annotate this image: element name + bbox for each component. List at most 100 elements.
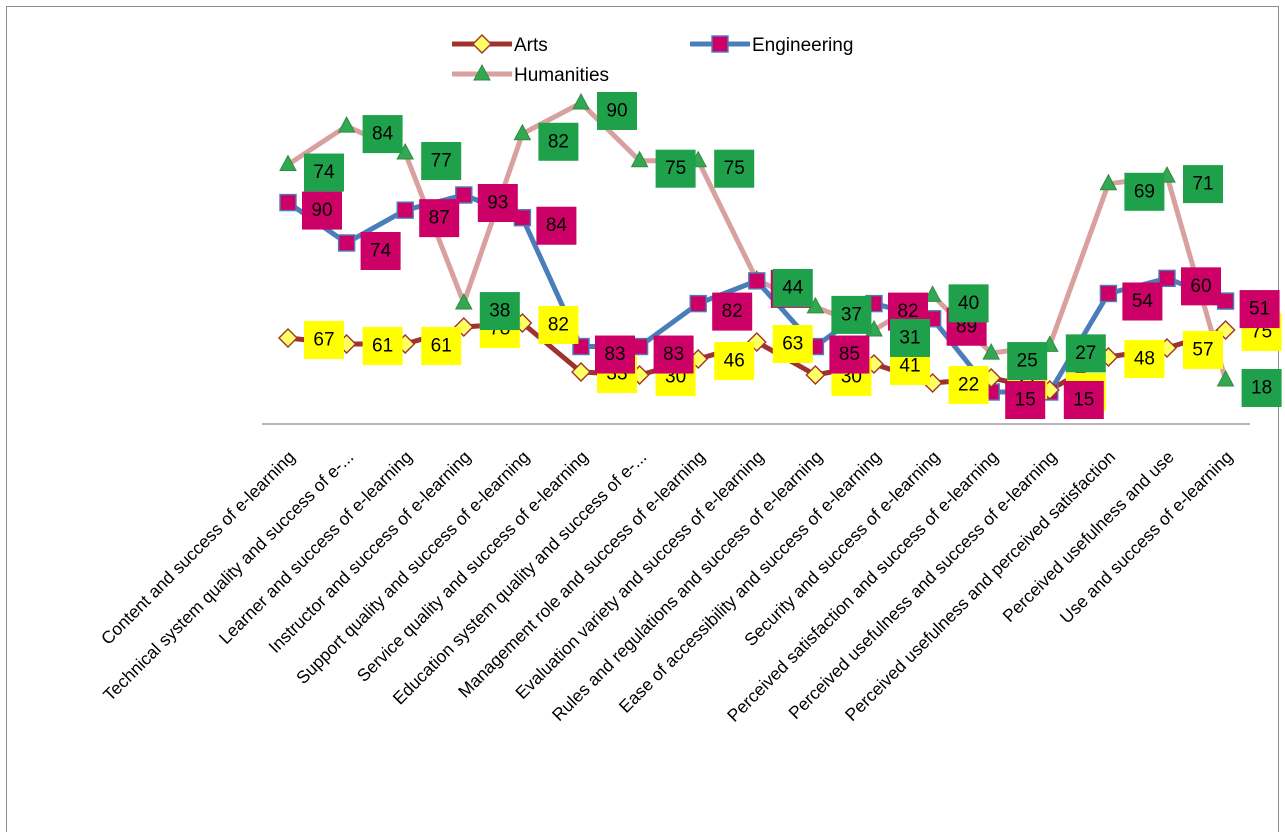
category-label-9: Rules and regulations and success of e-l… <box>548 447 826 725</box>
data-label-box-arts-14 <box>1124 340 1165 378</box>
data-label-box-arts-11 <box>948 366 989 404</box>
data-label-box-humanities-11 <box>948 284 989 323</box>
data-label-engineering-6: 83 <box>663 344 684 365</box>
data-label-box-engineering-4 <box>536 206 577 245</box>
data-label-box-humanities-9 <box>831 295 872 334</box>
data-label-engineering-0: 90 <box>311 200 332 221</box>
data-label-arts-8: 63 <box>782 334 803 355</box>
data-label-humanities-1: 84 <box>372 124 394 145</box>
data-label-box-engineering-2 <box>419 199 460 238</box>
data-label-box-humanities-0 <box>304 153 344 192</box>
data-label-box-humanities-2 <box>421 142 462 181</box>
data-label-humanities-0: 74 <box>313 162 335 183</box>
data-label-box-humanities-8 <box>772 268 813 307</box>
data-point-humanities-0 <box>279 154 297 172</box>
legend-label-humanities: Humanities <box>514 65 609 86</box>
data-label-engineering-5: 83 <box>604 344 625 365</box>
data-label-humanities-6: 75 <box>665 158 686 179</box>
data-label-box-engineering-9 <box>829 335 870 374</box>
data-label-arts-15: 57 <box>1192 340 1213 361</box>
category-label-14: Perceived usefulness and perceived satis… <box>841 447 1119 725</box>
data-label-box-humanities-12 <box>1007 342 1048 381</box>
data-label-humanities-12: 25 <box>1017 351 1038 372</box>
data-label-box-arts-0 <box>304 321 344 359</box>
data-point-arts-5 <box>571 362 591 382</box>
data-label-engineering-2: 87 <box>429 208 450 229</box>
data-point-arts-0 <box>278 328 298 348</box>
data-label-box-engineering-3 <box>477 184 518 222</box>
data-point-engineering-1 <box>337 234 356 252</box>
data-label-arts-0: 67 <box>313 330 334 351</box>
data-label-arts-14: 48 <box>1134 349 1155 370</box>
data-point-humanities-4 <box>513 123 532 141</box>
data-label-engineering-7: 82 <box>722 301 743 322</box>
data-label-engineering-12: 15 <box>1015 390 1036 411</box>
data-label-box-humanities-10 <box>890 318 930 357</box>
data-label-box-humanities-7 <box>714 149 755 188</box>
data-label-engineering-10: 82 <box>897 301 918 322</box>
data-label-box-arts-15 <box>1183 331 1223 369</box>
data-label-humanities-10: 31 <box>899 327 920 348</box>
data-point-engineering-3 <box>455 186 473 204</box>
data-point-engineering-7 <box>689 294 707 313</box>
data-point-humanities-1 <box>337 116 356 133</box>
data-label-box-engineering-6 <box>653 335 694 374</box>
data-label-arts-1: 61 <box>372 336 393 357</box>
data-label-arts-4: 82 <box>548 315 569 336</box>
data-point-engineering-15 <box>1158 269 1176 288</box>
data-label-humanities-7: 75 <box>724 158 745 179</box>
legend-label-arts: Arts <box>514 35 548 56</box>
data-point-humanities-6 <box>630 150 649 168</box>
data-point-engineering-0 <box>279 193 297 212</box>
data-label-box-humanities-16 <box>1241 369 1282 407</box>
data-label-humanities-2: 77 <box>431 151 452 172</box>
data-point-arts-9 <box>805 365 826 385</box>
data-label-engineering-3: 93 <box>487 193 508 214</box>
data-label-arts-2: 61 <box>431 336 452 357</box>
data-label-engineering-1: 74 <box>370 240 392 261</box>
data-label-box-engineering-12 <box>1005 381 1046 419</box>
category-label-12: Perceived satisfaction and success of e-… <box>723 447 1002 726</box>
legend-marker-arts <box>472 34 492 54</box>
data-label-box-humanities-5 <box>597 92 637 130</box>
data-label-humanities-15: 71 <box>1192 174 1213 195</box>
data-label-box-arts-4 <box>538 306 579 344</box>
data-label-box-humanities-4 <box>538 122 579 161</box>
data-label-box-humanities-15 <box>1183 165 1223 204</box>
data-point-engineering-2 <box>396 201 414 219</box>
data-point-humanities-16 <box>1216 369 1235 387</box>
data-label-arts-7: 46 <box>724 351 745 372</box>
data-label-box-humanities-3 <box>479 292 520 331</box>
data-label-engineering-4: 84 <box>546 215 568 236</box>
data-point-engineering-8 <box>748 272 766 290</box>
legend-label-engineering: Engineering <box>752 35 853 56</box>
data-point-engineering-14 <box>1099 284 1118 303</box>
data-label-box-arts-8 <box>772 325 813 363</box>
data-label-box-humanities-6 <box>655 149 696 188</box>
data-label-humanities-13: 27 <box>1075 343 1096 364</box>
data-label-humanities-5: 90 <box>606 101 627 122</box>
data-point-humanities-12 <box>982 343 1001 360</box>
data-label-engineering-14: 54 <box>1132 291 1154 312</box>
data-label-box-arts-1 <box>362 327 403 365</box>
data-label-humanities-14: 69 <box>1134 181 1155 202</box>
data-label-engineering-15: 60 <box>1190 276 1211 297</box>
data-label-box-engineering-16 <box>1239 290 1280 329</box>
data-point-humanities-5 <box>572 92 590 110</box>
data-label-box-humanities-14 <box>1124 172 1165 211</box>
data-label-box-engineering-1 <box>360 231 401 270</box>
data-label-box-humanities-13 <box>1065 334 1106 373</box>
data-point-humanities-3 <box>454 292 473 310</box>
data-label-humanities-11: 40 <box>958 293 979 314</box>
data-label-engineering-16: 51 <box>1249 299 1270 320</box>
data-label-humanities-16: 18 <box>1251 378 1272 399</box>
data-label-humanities-9: 37 <box>841 304 862 325</box>
legend-marker-humanities <box>473 63 491 81</box>
data-label-box-arts-2 <box>421 327 462 365</box>
category-label-13: Perceived usefulness and success of e-le… <box>784 447 1060 723</box>
data-label-box-arts-7 <box>714 342 755 380</box>
data-label-humanities-3: 38 <box>489 301 510 322</box>
data-label-box-humanities-1 <box>362 115 403 154</box>
data-label-engineering-9: 85 <box>839 344 860 365</box>
data-label-humanities-4: 82 <box>548 131 569 152</box>
